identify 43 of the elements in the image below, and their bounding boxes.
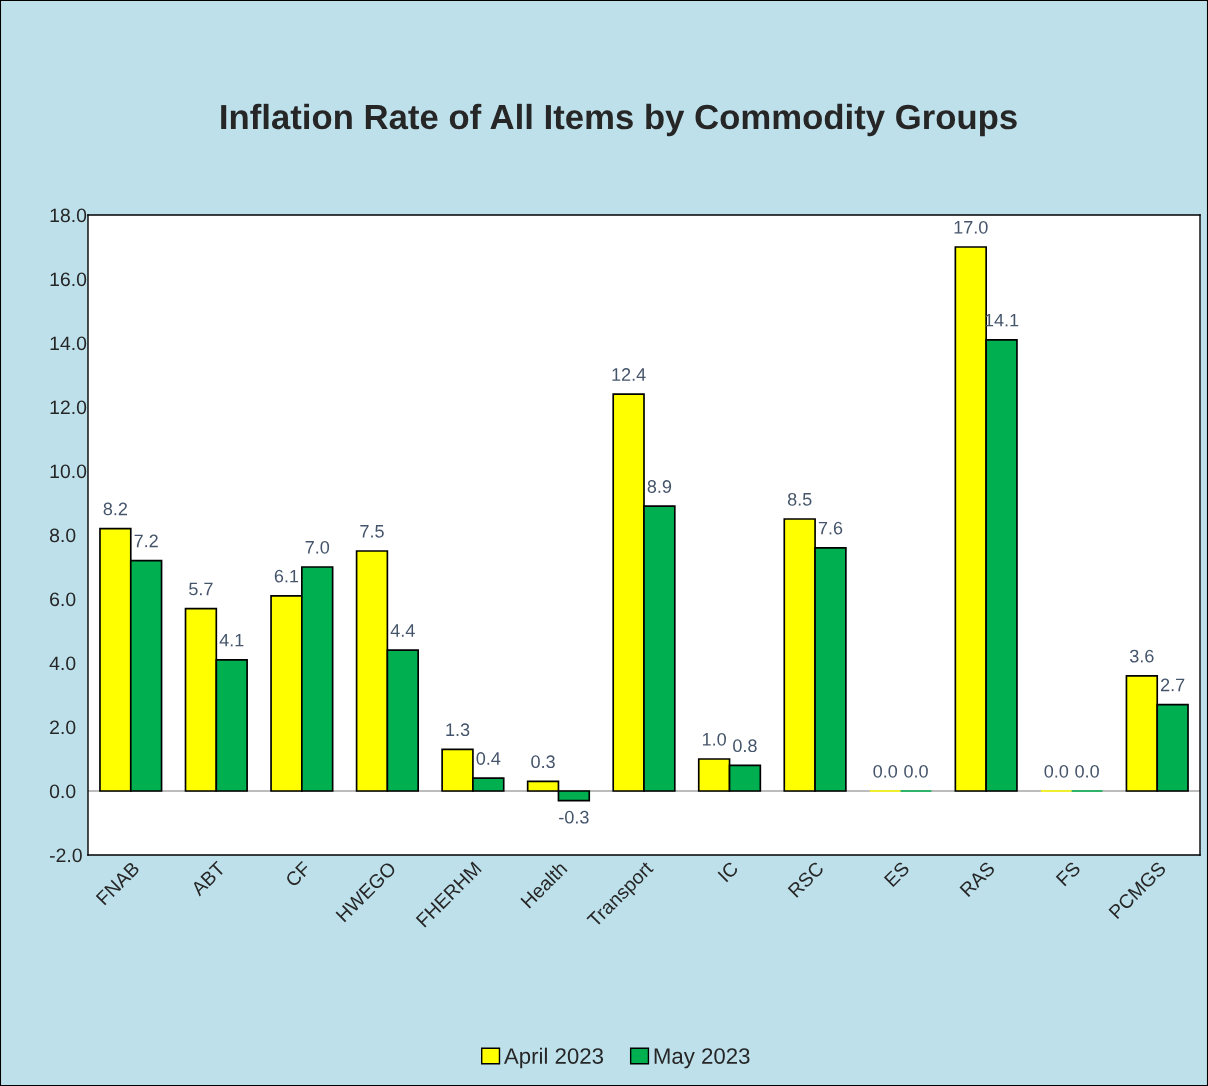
data-label: 8.2 xyxy=(103,502,128,516)
y-tick-label: -2.0 xyxy=(49,848,82,863)
x-tick-label: FS xyxy=(1055,860,1082,887)
data-label: 0.0 xyxy=(1044,764,1069,778)
data-label: 0.0 xyxy=(1075,764,1099,778)
data-label: -0.3 xyxy=(559,810,589,824)
data-label: 12.4 xyxy=(612,368,646,381)
x-tick-label: IC xyxy=(717,860,740,883)
data-label: 0.0 xyxy=(904,764,928,778)
data-label: 17.0 xyxy=(954,220,988,234)
y-tick-label: 6.0 xyxy=(50,592,76,607)
y-tick-label: 14.0 xyxy=(50,336,87,351)
data-label: 7.2 xyxy=(134,534,158,548)
y-tick-label: 0.0 xyxy=(49,784,76,799)
data-label: 8.5 xyxy=(787,492,812,506)
y-tick-label: 10.0 xyxy=(50,464,87,479)
y-tick-label: 4.0 xyxy=(49,656,76,671)
data-label: 0.0 xyxy=(873,764,898,778)
y-tick-label: 16.0 xyxy=(50,272,87,287)
data-label: 5.7 xyxy=(189,582,213,596)
data-label: 0.4 xyxy=(476,752,501,765)
chart-title: Inflation Rate of All Items by Commodity Groups xyxy=(221,103,1017,137)
data-label: 6.1 xyxy=(274,569,299,583)
x-tick-label: ES xyxy=(883,860,911,888)
data-label: 4.4 xyxy=(390,624,415,637)
data-label: 1.3 xyxy=(446,723,470,737)
legend-label: May 2023 xyxy=(654,1048,750,1069)
data-label: 7.0 xyxy=(305,540,330,554)
x-tick-label: CF xyxy=(284,860,312,888)
y-tick-label: 18.0 xyxy=(50,208,87,223)
data-label: 2.7 xyxy=(1160,678,1185,692)
data-label: 1.0 xyxy=(702,732,726,746)
data-label: 4.1 xyxy=(219,633,244,647)
data-label: 3.6 xyxy=(1129,649,1154,663)
y-tick-label: 8.0 xyxy=(49,528,76,543)
data-label: 7.6 xyxy=(818,521,843,535)
data-label: 8.9 xyxy=(647,480,672,493)
data-label: 7.5 xyxy=(360,525,384,538)
data-label: 0.8 xyxy=(733,739,757,753)
legend-label: April 2023 xyxy=(503,1047,604,1069)
y-tick-label: 12.0 xyxy=(50,400,87,415)
data-label: 0.3 xyxy=(531,755,555,769)
y-tick-label: 2.0 xyxy=(50,720,76,735)
